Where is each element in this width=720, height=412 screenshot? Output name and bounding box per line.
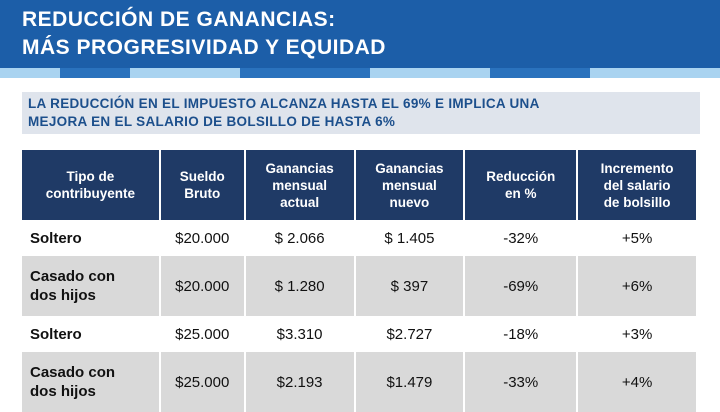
cell-line: Ganancias — [375, 160, 444, 176]
cell-line: Soltero — [30, 325, 82, 343]
cell-line: Casado con — [30, 268, 116, 285]
cell: $20.000 — [159, 220, 246, 256]
row-label: Soltero — [22, 220, 161, 256]
cell: -32% — [464, 220, 579, 256]
cell: $25.000 — [159, 352, 246, 412]
table-row: Soltero $25.000 $3.310 $2.727 -18% +3% — [22, 316, 698, 352]
cell: -69% — [464, 256, 579, 316]
header-band: REDUCCIÓN DE GANANCIAS: MÁS PROGRESIVIDA… — [0, 0, 720, 68]
stripe — [0, 68, 720, 78]
cell-line: Casado con — [30, 364, 116, 381]
column-header: Incremento del salario de bolsillo — [577, 150, 698, 220]
cell: +3% — [577, 316, 698, 352]
table-row: Casado con dos hijos $20.000 $ 1.280 $ 397 -6… — [22, 256, 698, 316]
cell: -18% — [464, 316, 579, 352]
cell: $ 397 — [354, 256, 466, 316]
cell: $2.193 — [244, 352, 356, 412]
column-header: Tipo de contribuyente — [22, 150, 161, 220]
title-line: MÁS PROGRESIVIDAD Y EQUIDAD — [22, 36, 386, 59]
column-header: Ganancias mensual nuevo — [354, 150, 466, 220]
cell: $ 1.280 — [244, 256, 356, 316]
cell: +5% — [577, 220, 698, 256]
cell: $ 2.066 — [244, 220, 356, 256]
cell-line: dos hijos — [30, 383, 96, 400]
cell: $1.479 — [354, 352, 466, 412]
cell-line: de bolsillo — [603, 194, 671, 210]
cell-line: Sueldo — [179, 169, 225, 184]
cell: +6% — [577, 256, 698, 316]
row-label: Casado con dos hijos — [22, 352, 161, 412]
table-row: Casado con dos hijos $25.000 $2.193 $1.479 -3… — [22, 352, 698, 412]
cell-line: Incremento — [600, 160, 674, 176]
cell-line: actual — [280, 194, 320, 210]
cell: $2.727 — [354, 316, 466, 352]
cell-line: Ganancias — [265, 160, 334, 176]
cell-line: Reducción — [486, 169, 556, 184]
cell-line: Bruto — [184, 186, 221, 201]
subtitle-box: LA REDUCCIÓN EN EL IMPUESTO ALCANZA HAST… — [22, 92, 700, 134]
cell-line: Soltero — [30, 229, 82, 247]
column-header: Reducción en % — [464, 150, 579, 220]
table-row: Soltero $20.000 $ 2.066 $ 1.405 -32% +5% — [22, 220, 698, 256]
row-label: Soltero — [22, 316, 161, 352]
cell: $ 1.405 — [354, 220, 466, 256]
cell-line: mensual — [272, 177, 327, 193]
row-label: Casado con dos hijos — [22, 256, 161, 316]
title-line: REDUCCIÓN DE GANANCIAS: — [22, 8, 336, 31]
subtitle-line: MEJORA EN EL SALARIO DE BOLSILLO DE HAST… — [28, 114, 396, 129]
cell-line: dos hijos — [30, 287, 96, 304]
cell-line: contribuyente — [45, 186, 136, 201]
tax-table: Tipo de contribuyente Sueldo Bruto Ganancias… — [22, 150, 698, 412]
cell: +4% — [577, 352, 698, 412]
cell: $3.310 — [244, 316, 356, 352]
header-row: Tipo de contribuyente Sueldo Bruto Ganancias… — [22, 150, 698, 220]
cell-line: en % — [504, 186, 537, 201]
cell: $25.000 — [159, 316, 246, 352]
column-header: Sueldo Bruto — [159, 150, 246, 220]
cell-line: Tipo de — [66, 169, 115, 184]
cell-line: del salario — [603, 177, 671, 193]
cell-line: nuevo — [389, 194, 430, 210]
cell: -33% — [464, 352, 579, 412]
cell-line: mensual — [382, 177, 437, 193]
subtitle-line: LA REDUCCIÓN EN EL IMPUESTO ALCANZA HAST… — [28, 96, 540, 111]
cell: $20.000 — [159, 256, 246, 316]
column-header: Ganancias mensual actual — [244, 150, 356, 220]
